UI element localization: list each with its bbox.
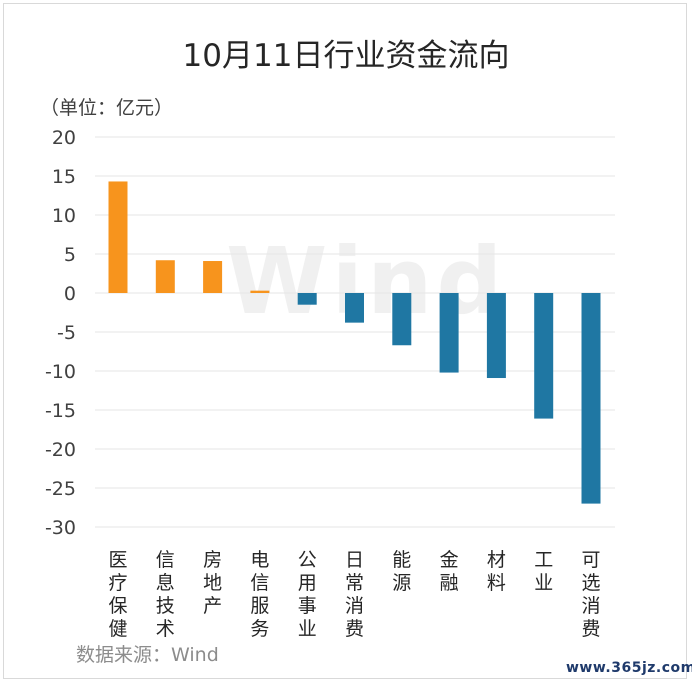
bar	[581, 293, 601, 504]
y-tick-label: 10	[52, 205, 76, 227]
bar	[250, 290, 270, 293]
y-tick-label: 5	[64, 244, 76, 266]
y-tick-label: 15	[52, 166, 76, 188]
y-tick-label: -20	[45, 439, 76, 461]
y-tick-label: -30	[45, 517, 76, 539]
bar	[108, 181, 128, 293]
bar	[392, 293, 412, 346]
x-tick-label: 能源	[392, 549, 411, 594]
x-tick-label: 公用事业	[298, 549, 317, 640]
y-tick-label: -15	[45, 400, 76, 422]
x-tick-label: 信息技术	[156, 549, 175, 640]
x-tick-label: 医疗保健	[108, 549, 127, 640]
bar	[534, 293, 554, 419]
source-label: 数据来源：Wind	[76, 644, 219, 666]
bar	[345, 293, 364, 323]
site-label: www.365jz.com	[566, 660, 692, 676]
x-tick-label: 材料	[487, 549, 506, 594]
x-tick-label: 电信服务	[250, 549, 269, 640]
y-tick-label: -5	[57, 322, 76, 344]
x-tick-label: 房地产	[203, 549, 222, 617]
x-tick-label: 可选消费	[581, 549, 600, 640]
bar	[203, 261, 223, 293]
x-tick-label: 日常消费	[345, 549, 364, 640]
chart-title: 10月11日行业资金流向	[182, 38, 510, 74]
y-tick-label: 0	[64, 283, 76, 305]
x-tick-label: 工业	[534, 549, 553, 594]
y-tick-label: -25	[45, 478, 76, 500]
x-tick-label: 金融	[440, 549, 459, 594]
chart-frame	[3, 3, 687, 679]
bar	[297, 293, 317, 305]
bar	[155, 260, 175, 293]
y-tick-label: 20	[52, 127, 76, 149]
unit-label: （单位：亿元）	[40, 97, 174, 119]
y-tick-label: -10	[45, 361, 76, 383]
bar	[486, 293, 506, 379]
bar	[439, 293, 459, 373]
